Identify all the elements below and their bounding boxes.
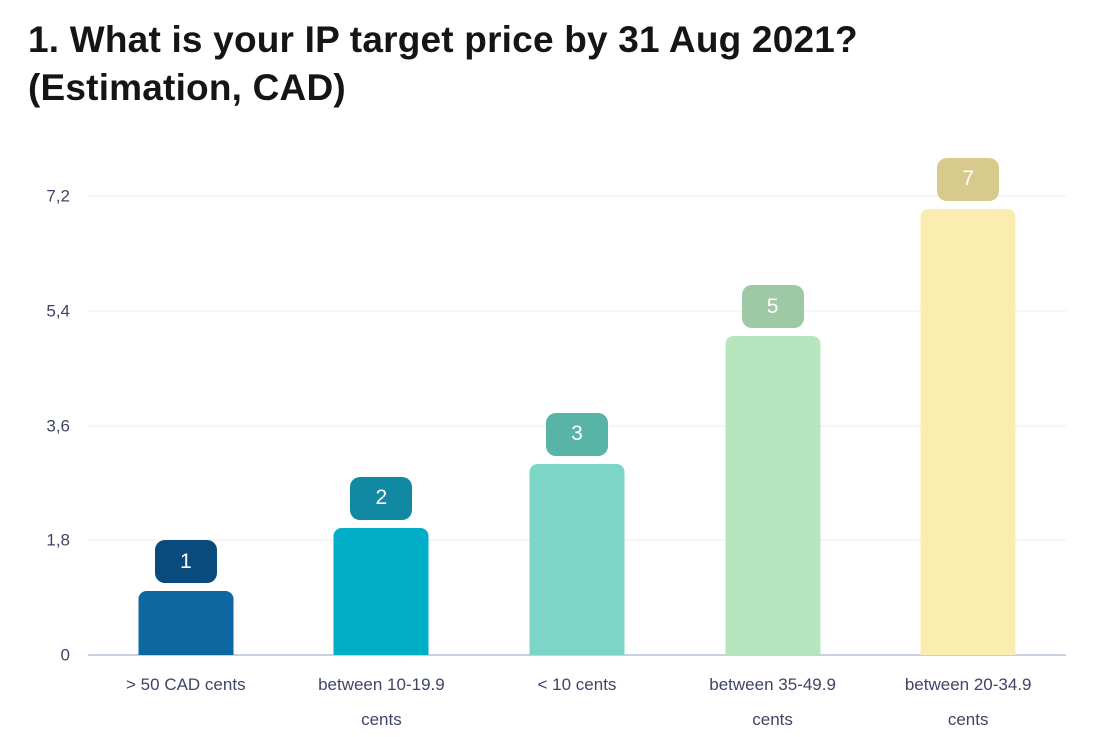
bar-value-badge: 3: [545, 412, 608, 456]
x-axis-line: [88, 654, 1066, 656]
x-category-slot: between 35-49.9 cents: [675, 667, 871, 737]
x-category-slot: > 50 CAD cents: [88, 667, 284, 737]
x-category-label: between 35-49.9 cents: [709, 675, 836, 729]
x-category-label: between 10-19.9 cents: [318, 675, 445, 729]
gridline: [88, 310, 1066, 312]
y-tick-label: 3,6: [46, 416, 70, 435]
x-category-label: between 20-34.9 cents: [904, 675, 1032, 729]
bar-value-badge: 1: [154, 540, 217, 584]
x-category-slot: < 10 cents: [479, 667, 675, 737]
x-category-slot: between 10-19.9 cents: [284, 667, 480, 737]
plot-area: 1 2 3 5 7: [88, 157, 1066, 656]
bar-value-badge: 2: [350, 476, 413, 520]
bar-value-badge: 5: [741, 285, 804, 329]
y-tick-label: 1,8: [46, 530, 70, 550]
bar-slot: 2: [284, 196, 480, 655]
x-category-label: < 10 cents: [537, 675, 617, 694]
bar: [529, 463, 625, 655]
bar: [920, 208, 1016, 655]
x-category-label: > 50 CAD cents: [126, 675, 246, 694]
bar-slot: 5: [675, 196, 871, 655]
page-title: 1. What is your IP target price by 31 Au…: [28, 19, 858, 108]
gridline: [88, 195, 1066, 197]
x-category-slot: between 20-34.9 cents: [870, 667, 1066, 737]
bar: [138, 591, 234, 655]
bar-slot: 3: [479, 196, 675, 655]
y-tick-label: 7,2: [46, 186, 70, 206]
bar: [333, 527, 429, 655]
y-tick-label: 0: [60, 645, 70, 665]
bar-series: 1 2 3 5 7: [88, 157, 1066, 655]
y-tick-label: 5,4: [46, 301, 70, 321]
bar: [725, 336, 821, 655]
bar-slot: 1: [88, 196, 284, 655]
x-axis: > 50 CAD cents between 10-19.9 cents < 10 …: [88, 667, 1066, 737]
bar-value-badge: 7: [937, 157, 1000, 201]
y-axis: 0 1,8 3,6 5,4 7,2: [0, 188, 70, 664]
bar-slot: 7: [870, 157, 1066, 655]
